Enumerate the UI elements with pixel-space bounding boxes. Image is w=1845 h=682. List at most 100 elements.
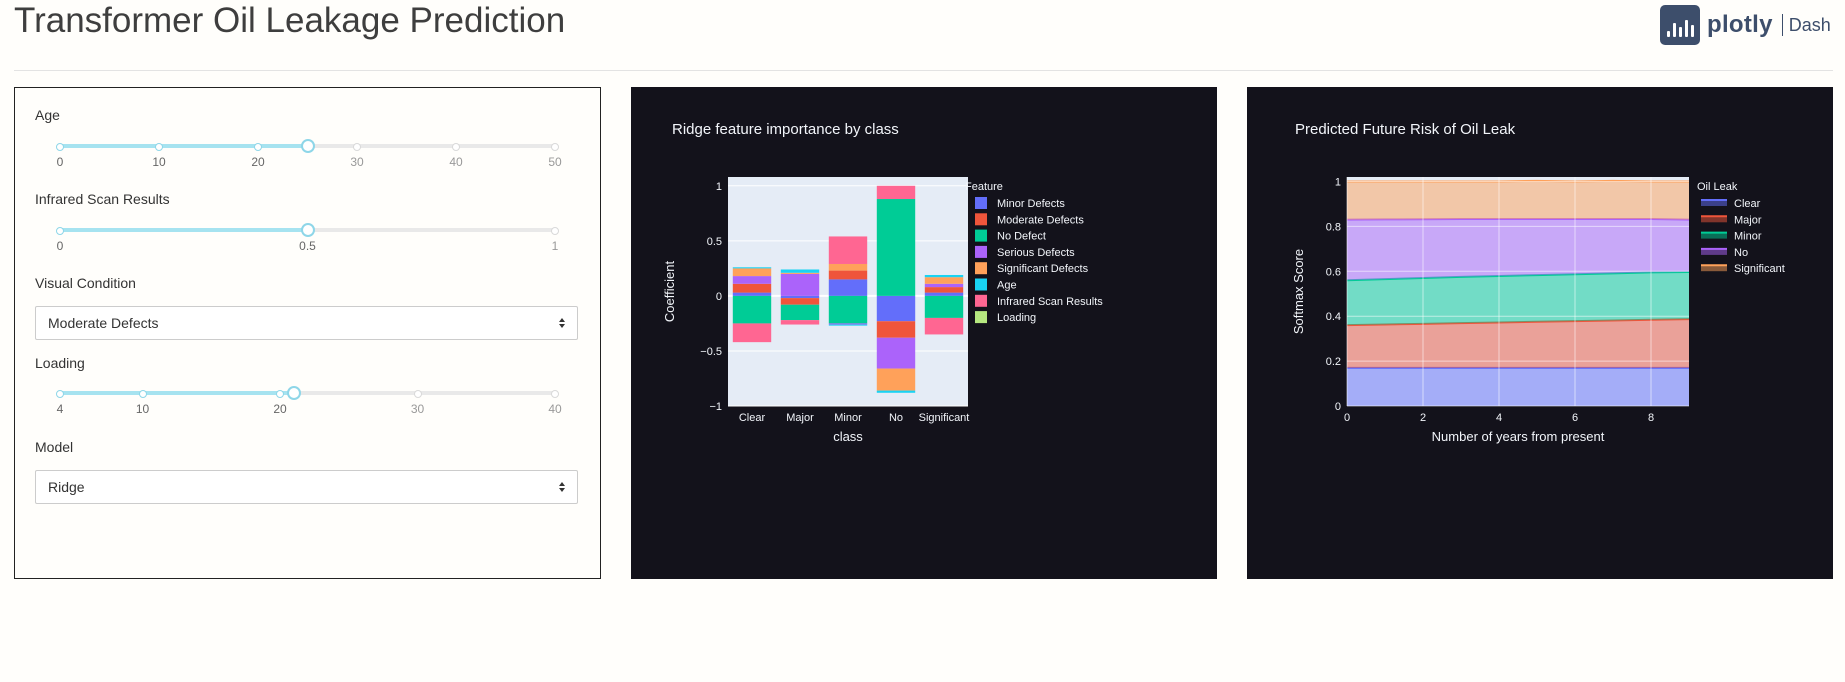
bar-segment[interactable] (876, 295, 916, 322)
x-tick-label: 6 (1572, 412, 1578, 424)
bar-segment[interactable] (732, 323, 772, 343)
legend-label: Infrared Scan Results (997, 296, 1103, 308)
slider-track (60, 228, 308, 232)
y-tick-label: 0.4 (1326, 311, 1341, 323)
y-tick-label: 0.2 (1326, 356, 1341, 368)
legend-swatch[interactable] (1701, 248, 1727, 255)
bar-segment[interactable] (876, 390, 916, 393)
legend-swatch[interactable] (1701, 232, 1727, 239)
loading-label: Loading (35, 355, 85, 371)
slider-dot (276, 390, 284, 398)
bar-segment[interactable] (780, 320, 820, 325)
bar-segment[interactable] (924, 287, 964, 293)
bar-segment[interactable] (876, 368, 916, 391)
bar-segment[interactable] (828, 279, 868, 296)
slider-dot (56, 390, 64, 398)
area-fill[interactable] (1347, 218, 1689, 281)
slider-mark-label: 10 (135, 402, 150, 416)
bar-segment[interactable] (828, 295, 868, 324)
slider-track (60, 144, 308, 148)
bar-segment[interactable] (732, 276, 772, 284)
legend-label: No Defect (997, 231, 1046, 243)
slider-dot (551, 390, 559, 398)
legend-swatch[interactable] (975, 213, 987, 226)
bar-segment[interactable] (732, 268, 772, 277)
bar-segment[interactable] (876, 337, 916, 369)
area-fill[interactable] (1347, 271, 1689, 326)
y-tick-label: 0.5 (707, 236, 722, 248)
legend-swatch[interactable] (975, 229, 987, 242)
area-fill[interactable] (1347, 367, 1689, 406)
legend-swatch[interactable] (1701, 265, 1727, 272)
loading-slider[interactable]: 4 10 20 30 40 (56, 386, 562, 426)
slider-handle[interactable] (286, 386, 301, 400)
legend-swatch[interactable] (975, 278, 987, 291)
bar-segment[interactable] (924, 274, 964, 278)
legend-label: Significant (1734, 263, 1785, 275)
legend-swatch[interactable] (1701, 200, 1727, 206)
legend-label: Moderate Defects (997, 214, 1084, 226)
legend-title: Feature (965, 181, 1003, 193)
slider-dot (353, 143, 361, 151)
bar-segment[interactable] (732, 295, 772, 324)
bar-segment[interactable] (876, 185, 916, 200)
legend-swatch[interactable] (975, 245, 987, 258)
area-fill[interactable] (1347, 180, 1689, 220)
bar-segment[interactable] (780, 298, 820, 305)
visual-condition-value: Moderate Defects (48, 315, 159, 331)
slider-mark-label: 40 (449, 155, 463, 169)
bar-segment[interactable] (924, 295, 964, 318)
legend-swatch[interactable] (975, 197, 987, 209)
age-slider[interactable]: 0 10 20 30 40 50 (56, 139, 562, 179)
future-risk-svg: 1 0.8 0.6 0.4 0.2 00 2 4 6 8 Predicted Future Risk… (1291, 121, 1785, 444)
bar-segment[interactable] (780, 304, 820, 321)
slider-dot (56, 227, 64, 235)
bar-segment[interactable] (876, 321, 916, 338)
plotly-logo-icon (1660, 5, 1700, 45)
slider-dot (413, 390, 422, 398)
bar-segment[interactable] (828, 324, 868, 326)
slider-mark-label: 30 (350, 155, 364, 169)
y-tick-label: 0.6 (1326, 266, 1341, 278)
infrared-slider[interactable]: 0 0.5 1 (56, 223, 559, 263)
slider-dot (452, 143, 460, 151)
slider-rail (60, 391, 555, 395)
legend-label: No (1734, 247, 1748, 259)
future-risk-chart: 1 0.8 0.6 0.4 0.2 0 0 2 4 6 8 Predicted Future Risk… (1247, 87, 1833, 579)
bar-segment[interactable] (924, 283, 964, 288)
bar-segment[interactable] (924, 277, 964, 284)
legend-swatch[interactable] (975, 294, 987, 307)
model-label: Model (35, 439, 74, 455)
slider-handle[interactable] (300, 139, 315, 153)
legend-swatch[interactable] (975, 311, 987, 324)
model-dropdown[interactable]: Ridge (35, 470, 578, 504)
y-tick-label: 0 (716, 291, 722, 303)
visual-condition-dropdown[interactable]: Moderate Defects (35, 306, 578, 340)
bar-segment[interactable] (828, 323, 868, 325)
bar-segment[interactable] (924, 317, 964, 335)
slider-mark-label: 4 (56, 402, 64, 416)
bar-segment[interactable] (732, 267, 772, 269)
slider-dot (138, 390, 147, 398)
bar-segment[interactable] (780, 272, 820, 274)
logo-subtext: Dash (1788, 14, 1831, 35)
slider-handle[interactable] (300, 223, 315, 237)
legend-swatch[interactable] (1701, 216, 1727, 223)
bar-segment[interactable] (828, 236, 868, 264)
logo-text: plotly (1707, 11, 1773, 38)
area-fill[interactable] (1347, 319, 1689, 368)
bar-segment[interactable] (780, 295, 820, 299)
model-value: Ridge (48, 479, 85, 495)
legend-swatch[interactable] (975, 262, 987, 275)
bar-segment[interactable] (780, 273, 820, 296)
slider-mark-label: 0 (56, 155, 64, 169)
bar-segment[interactable] (732, 292, 772, 296)
bar-segment[interactable] (828, 263, 868, 271)
bar-segment[interactable] (924, 292, 964, 296)
bar-segment[interactable] (828, 270, 868, 280)
x-tick-label: 8 (1648, 412, 1654, 424)
y-axis-title: Coefficient (662, 261, 677, 323)
bar-segment[interactable] (780, 269, 820, 273)
bar-segment[interactable] (876, 199, 916, 296)
bar-segment[interactable] (732, 283, 772, 293)
